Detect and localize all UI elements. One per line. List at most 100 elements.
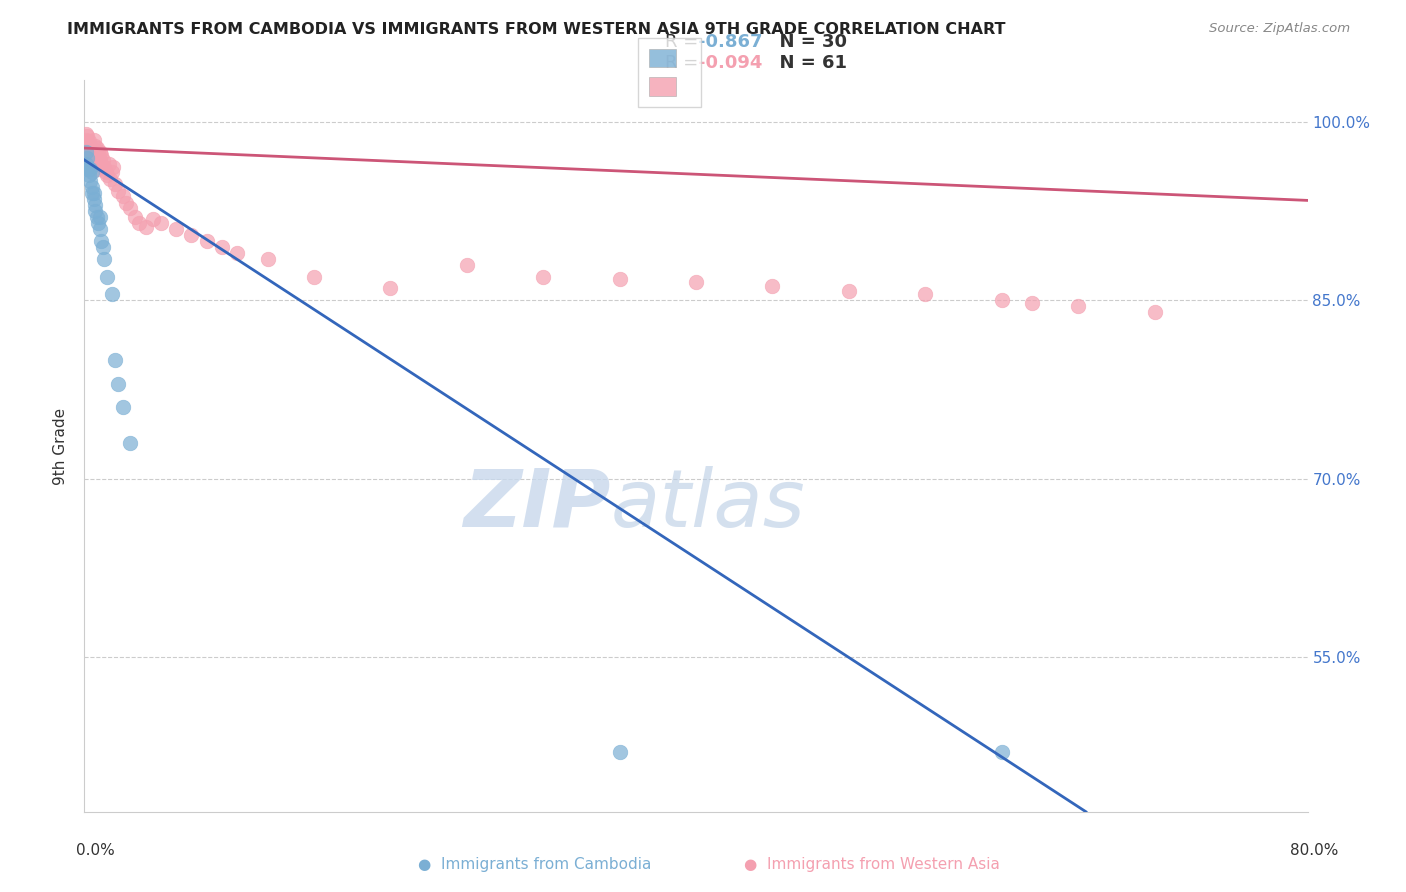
Point: [84, 204, 107, 219]
Point: [89, 210, 111, 224]
Text: N = 30: N = 30: [766, 33, 846, 51]
Point: [135, 219, 157, 234]
Point: [79, 162, 101, 177]
Legend: , : ,: [638, 38, 702, 108]
Point: [107, 184, 129, 198]
Point: [80, 153, 103, 167]
Point: [101, 287, 124, 301]
Point: [211, 240, 233, 254]
Text: R =: R =: [665, 33, 704, 51]
Point: [195, 234, 218, 248]
Text: -0.094: -0.094: [699, 54, 763, 72]
Point: [89, 153, 111, 167]
Point: [86, 141, 108, 155]
Point: [180, 227, 202, 242]
Point: [87, 162, 110, 177]
Text: N = 61: N = 61: [766, 54, 846, 72]
Point: [84, 151, 107, 165]
Point: [991, 293, 1014, 308]
Point: [90, 148, 112, 162]
Point: [76, 151, 98, 165]
Point: [149, 216, 172, 230]
Text: ●  Immigrants from Cambodia: ● Immigrants from Cambodia: [418, 857, 651, 872]
Point: [111, 188, 134, 202]
Point: [103, 160, 125, 174]
Point: [104, 352, 127, 367]
Point: [77, 148, 100, 162]
Point: [609, 272, 631, 286]
Point: [89, 222, 111, 236]
Point: [96, 169, 118, 183]
Point: [685, 276, 707, 290]
Point: [97, 156, 120, 170]
Point: [91, 240, 114, 254]
Text: -0.867: -0.867: [699, 33, 763, 51]
Point: [77, 134, 100, 148]
Point: [93, 160, 115, 174]
Point: [86, 210, 108, 224]
Point: [83, 186, 105, 201]
Point: [79, 174, 101, 188]
Point: [107, 376, 129, 391]
Point: [77, 169, 100, 183]
Point: [120, 201, 142, 215]
Point: [76, 136, 98, 151]
Text: R =: R =: [665, 54, 704, 72]
Point: [76, 144, 98, 158]
Text: Source: ZipAtlas.com: Source: ZipAtlas.com: [1209, 22, 1350, 36]
Point: [89, 145, 111, 159]
Point: [80, 165, 103, 179]
Point: [75, 145, 97, 159]
Point: [101, 165, 124, 179]
Point: [79, 145, 101, 159]
Point: [257, 252, 280, 266]
Point: [96, 269, 118, 284]
Point: [609, 745, 631, 759]
Text: atlas: atlas: [610, 466, 806, 543]
Point: [77, 141, 100, 155]
Point: [86, 156, 108, 170]
Point: [380, 281, 402, 295]
Point: [142, 212, 165, 227]
Point: [80, 186, 103, 201]
Point: [77, 162, 100, 177]
Point: [75, 133, 97, 147]
Point: [302, 269, 325, 284]
Point: [104, 177, 127, 191]
Point: [838, 284, 860, 298]
Point: [83, 192, 105, 206]
Text: 80.0%: 80.0%: [1291, 843, 1339, 858]
Point: [84, 138, 107, 153]
Point: [83, 145, 105, 159]
Point: [1143, 305, 1166, 319]
Point: [79, 138, 101, 153]
Text: 0.0%: 0.0%: [76, 843, 115, 858]
Point: [84, 198, 107, 212]
Point: [76, 162, 98, 177]
Point: [91, 153, 114, 167]
Text: ●  Immigrants from Western Asia: ● Immigrants from Western Asia: [744, 857, 1000, 872]
Point: [80, 141, 103, 155]
Point: [226, 245, 249, 260]
Point: [456, 258, 478, 272]
Point: [75, 138, 97, 153]
Point: [120, 436, 142, 450]
Point: [165, 222, 187, 236]
Point: [114, 195, 136, 210]
Point: [93, 252, 115, 266]
Point: [124, 210, 146, 224]
Point: [1067, 299, 1090, 313]
Point: [83, 133, 105, 147]
Point: [111, 401, 134, 415]
Y-axis label: 9th Grade: 9th Grade: [53, 408, 69, 484]
Point: [94, 165, 117, 179]
Point: [991, 745, 1014, 759]
Point: [87, 216, 110, 230]
Point: [914, 287, 936, 301]
Point: [761, 279, 783, 293]
Point: [75, 127, 97, 141]
Text: ZIP: ZIP: [463, 466, 610, 543]
Point: [75, 156, 97, 170]
Point: [80, 180, 103, 194]
Point: [98, 172, 121, 186]
